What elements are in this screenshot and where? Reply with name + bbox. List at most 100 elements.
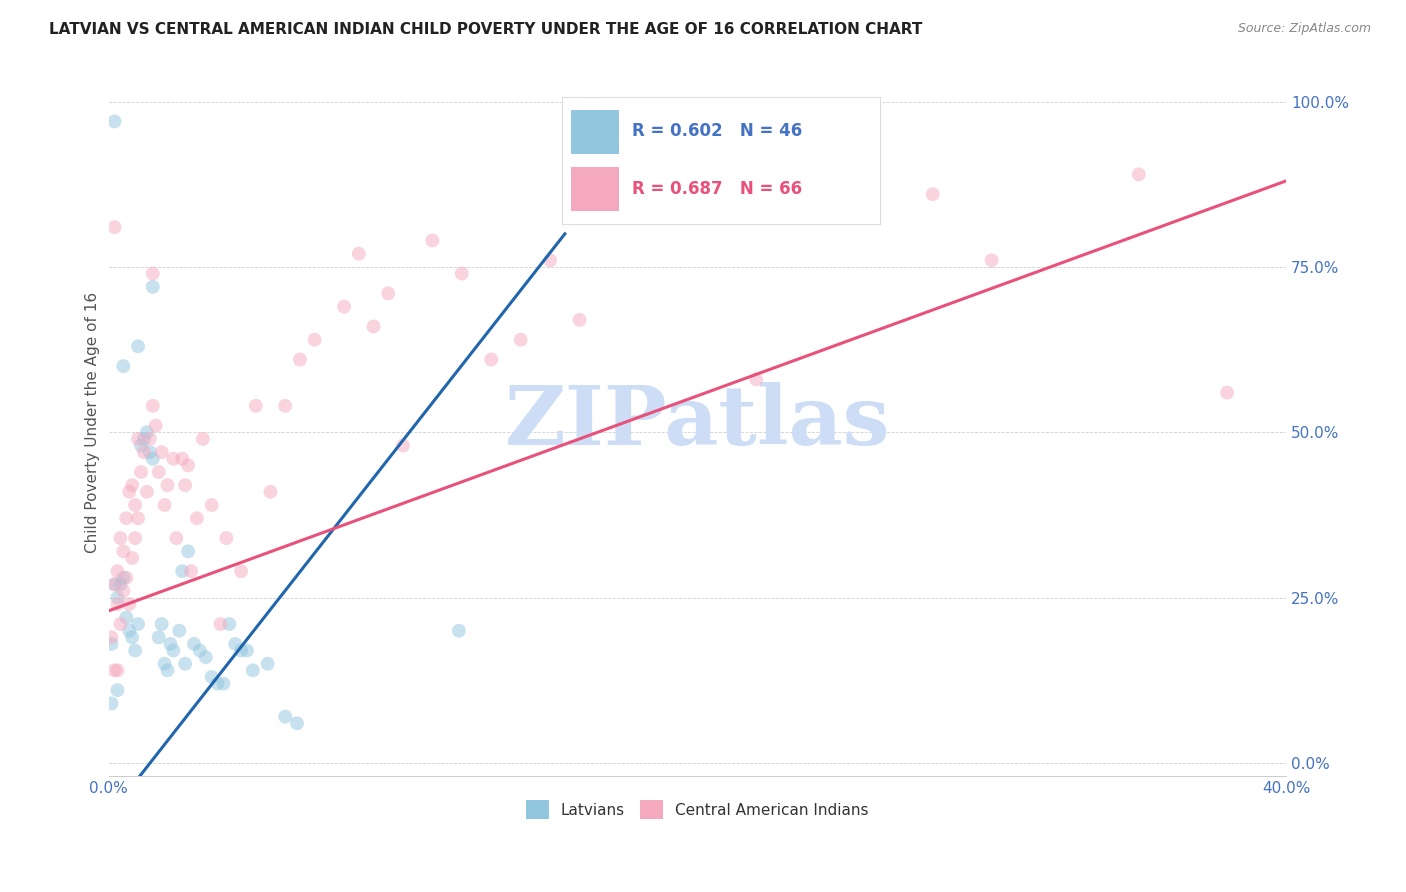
Point	[115, 511, 138, 525]
Point	[224, 637, 246, 651]
Point	[377, 286, 399, 301]
Point	[215, 531, 238, 545]
Point	[191, 432, 214, 446]
Point	[162, 451, 184, 466]
Point	[1216, 385, 1239, 400]
Point	[115, 610, 138, 624]
Point	[745, 372, 768, 386]
Point	[132, 432, 155, 446]
Point	[479, 352, 502, 367]
Point	[288, 352, 311, 367]
Point	[142, 399, 165, 413]
Y-axis label: Child Poverty Under the Age of 16: Child Poverty Under the Age of 16	[86, 292, 100, 553]
Point	[209, 617, 232, 632]
Text: ZIPatlas: ZIPatlas	[505, 383, 890, 462]
Point	[274, 399, 297, 413]
Point	[124, 643, 146, 657]
Point	[304, 333, 326, 347]
Point	[333, 300, 356, 314]
Point	[129, 465, 152, 479]
Point	[686, 201, 709, 215]
Point	[118, 624, 141, 638]
Point	[174, 657, 197, 671]
Point	[112, 584, 135, 599]
Point	[201, 670, 224, 684]
Point	[392, 438, 415, 452]
Point	[110, 577, 132, 591]
Point	[100, 630, 122, 644]
Point	[103, 220, 125, 235]
Point	[274, 709, 297, 723]
Point	[363, 319, 385, 334]
Point	[172, 564, 194, 578]
Point	[107, 664, 129, 678]
Point	[509, 333, 531, 347]
Point	[142, 451, 165, 466]
Point	[159, 637, 181, 651]
Point	[450, 267, 472, 281]
Point	[156, 664, 179, 678]
Point	[236, 643, 259, 657]
Point	[112, 544, 135, 558]
Point	[201, 498, 224, 512]
Point	[139, 432, 162, 446]
Point	[568, 313, 591, 327]
Point	[148, 630, 170, 644]
Point	[124, 498, 146, 512]
Point	[127, 432, 149, 446]
Point	[162, 643, 184, 657]
Point	[121, 478, 143, 492]
Point	[153, 498, 176, 512]
Point	[135, 484, 157, 499]
Point	[107, 591, 129, 605]
Point	[127, 511, 149, 525]
Point	[177, 544, 200, 558]
Point	[150, 445, 173, 459]
Point	[142, 279, 165, 293]
Point	[921, 187, 943, 202]
Point	[259, 484, 281, 499]
Point	[285, 716, 308, 731]
Point	[180, 564, 202, 578]
Point	[112, 571, 135, 585]
Point	[139, 445, 162, 459]
Point	[118, 597, 141, 611]
Text: LATVIAN VS CENTRAL AMERICAN INDIAN CHILD POVERTY UNDER THE AGE OF 16 CORRELATION: LATVIAN VS CENTRAL AMERICAN INDIAN CHILD…	[49, 22, 922, 37]
Point	[153, 657, 176, 671]
Point	[103, 664, 125, 678]
Point	[110, 531, 132, 545]
Point	[347, 246, 370, 260]
Point	[129, 438, 152, 452]
Point	[103, 114, 125, 128]
Point	[127, 339, 149, 353]
Point	[256, 657, 278, 671]
Point	[103, 577, 125, 591]
Point	[980, 253, 1002, 268]
Point	[127, 617, 149, 632]
Point	[124, 531, 146, 545]
Point	[538, 253, 561, 268]
Point	[142, 267, 165, 281]
Point	[145, 418, 167, 433]
Point	[177, 458, 200, 473]
Point	[107, 683, 129, 698]
Point	[165, 531, 187, 545]
Point	[218, 617, 240, 632]
Point	[169, 624, 191, 638]
Legend: Latvians, Central American Indians: Latvians, Central American Indians	[520, 794, 875, 825]
Point	[121, 630, 143, 644]
Point	[229, 643, 252, 657]
Point	[447, 624, 470, 638]
Point	[422, 234, 444, 248]
Point	[245, 399, 267, 413]
Point	[188, 643, 211, 657]
Point	[174, 478, 197, 492]
Point	[107, 597, 129, 611]
Point	[242, 664, 264, 678]
Point	[103, 577, 125, 591]
Point	[112, 359, 135, 373]
Point	[1128, 167, 1150, 181]
Point	[135, 425, 157, 440]
Point	[186, 511, 208, 525]
Point	[107, 564, 129, 578]
